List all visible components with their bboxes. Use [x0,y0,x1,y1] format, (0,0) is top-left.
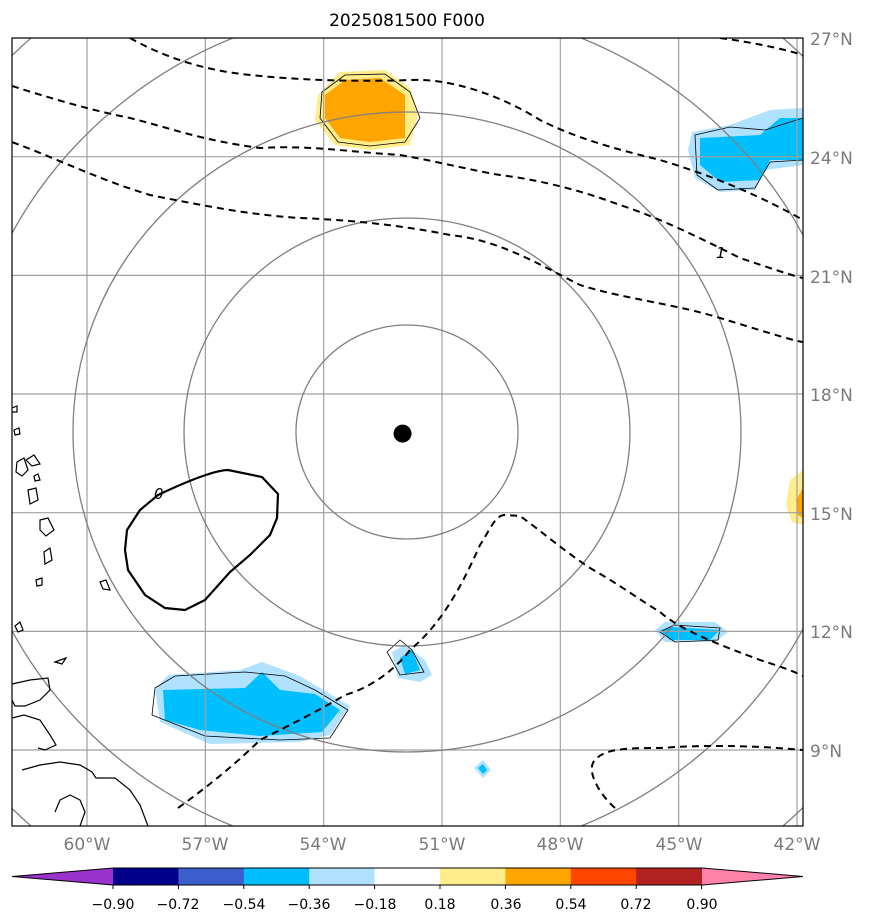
lat-label: 21°N [810,268,853,288]
positive-anomaly-east [786,470,803,525]
lon-label: 54°W [300,835,347,855]
lat-label: 15°N [810,505,853,525]
coastlines [12,405,149,826]
range-ring-1 [295,324,519,540]
lon-label: 48°W [537,835,584,855]
colorbar-tick-label: 0.54 [555,897,586,913]
colorbar-segment [440,868,506,885]
dashed-contour-label: 1 [716,244,726,262]
negative-anomaly-southwest [151,662,350,744]
colorbar-tick-labels: −0.90 −0.72 −0.54 −0.36 −0.18 0.18 0.36 … [92,897,718,913]
colorbar-tick-label: −0.18 [354,897,397,913]
positive-anomaly-north [315,70,421,150]
lat-label: 9°N [810,742,842,762]
colorbar-segment [178,868,245,885]
colorbar-tick-label: −0.36 [288,897,331,913]
solid-contour [123,468,280,612]
lon-label: 51°W [419,835,466,855]
colorbar-segment [309,868,376,885]
colorbar-tick-label: 0.90 [686,897,717,913]
negative-anomaly-tiny [474,760,491,778]
colorbar [11,867,804,889]
colorbar-segment [12,868,113,885]
colorbar-segment [505,868,572,885]
colorbar-tick-label: −0.72 [157,897,200,913]
map-frame [11,37,804,827]
negative-anomaly-northeast [688,108,803,192]
colorbar-tick-label: 0.72 [620,897,651,913]
range-ring-2 [183,217,631,647]
lon-label: 60°W [64,835,111,855]
lat-label: 27°N [810,30,853,50]
dashed-contours [12,38,803,809]
colorbar-segment [636,868,703,885]
colorbar-tick-label: 0.36 [490,897,521,913]
colorbar-segment [113,868,179,885]
range-ring-3 [72,111,742,753]
colorbar-tick-label: 0.18 [424,897,455,913]
map-title: 2025081500 F000 [329,11,485,31]
latitude-labels: 27°N 24°N 21°N 18°N 15°N 12°N 9°N [810,30,853,762]
colorbar-tick-label: −0.90 [92,897,135,913]
lon-label: 42°W [774,835,821,855]
colorbar-segment [702,868,803,885]
lon-label: 45°W [656,835,703,855]
colorbar-segment [374,868,441,885]
lat-label: 12°N [810,623,853,643]
lat-label: 18°N [810,386,853,406]
negative-anomaly-small-center [386,639,432,682]
colorbar-segment [570,868,637,885]
lat-label: 24°N [810,149,853,169]
colorbar-tick-label: −0.54 [223,897,266,913]
lon-label: 57°W [182,835,229,855]
graticule [12,38,803,826]
colorbar-segment [243,868,310,885]
range-ring-4 [12,38,803,826]
longitude-labels: 60°W 57°W 54°W 51°W 48°W 45°W 42°W [64,835,821,855]
storm-center-marker [393,424,412,443]
solid-contour-label: 0 [154,485,164,503]
